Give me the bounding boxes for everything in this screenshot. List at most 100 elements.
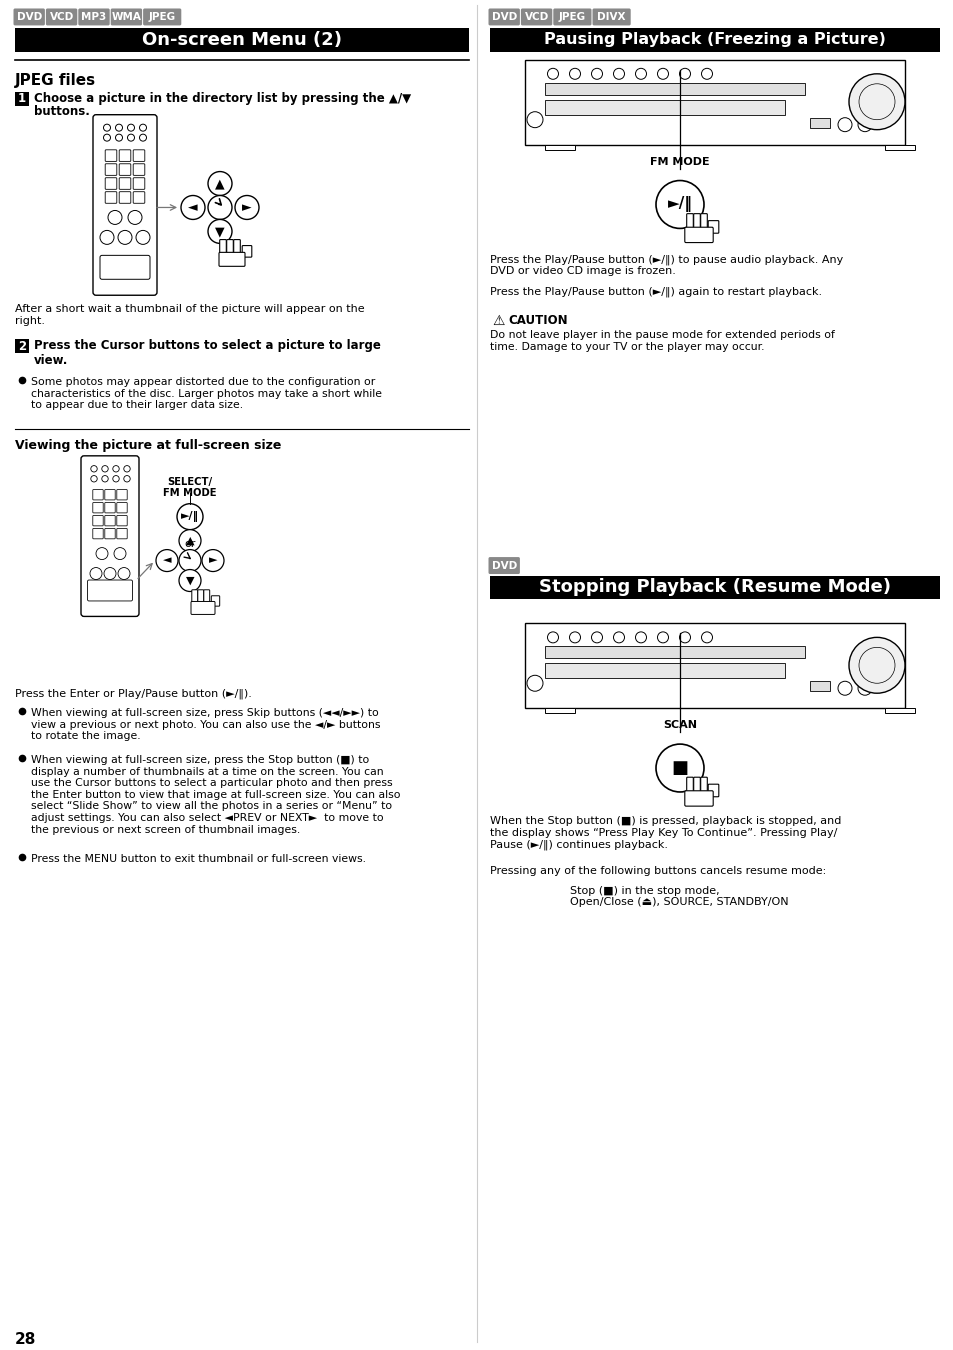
Text: ►/‖: ►/‖: [667, 197, 692, 212]
Text: SELECT/
FM MODE: SELECT/ FM MODE: [163, 477, 216, 498]
FancyBboxPatch shape: [686, 778, 693, 792]
FancyBboxPatch shape: [488, 8, 519, 26]
FancyBboxPatch shape: [13, 8, 45, 26]
Text: On-screen Menu (2): On-screen Menu (2): [142, 31, 341, 49]
FancyBboxPatch shape: [700, 778, 706, 792]
Text: ◄: ◄: [163, 556, 172, 566]
Text: ◄: ◄: [188, 201, 197, 213]
FancyBboxPatch shape: [520, 8, 552, 26]
Circle shape: [656, 181, 703, 228]
Text: When viewing at full-screen size, press Skip buttons (◄◄/►►) to
view a previous : When viewing at full-screen size, press …: [30, 709, 380, 741]
Circle shape: [179, 570, 201, 591]
Circle shape: [181, 196, 205, 220]
Text: After a short wait a thumbnail of the picture will appear on the
right.: After a short wait a thumbnail of the pi…: [15, 304, 364, 325]
Text: SCAN: SCAN: [662, 720, 697, 730]
FancyBboxPatch shape: [693, 213, 700, 230]
FancyBboxPatch shape: [204, 590, 210, 603]
Text: ►: ►: [209, 556, 217, 566]
Text: Do not leave player in the pause mode for extended periods of
time. Damage to yo: Do not leave player in the pause mode fo…: [490, 331, 834, 352]
FancyBboxPatch shape: [686, 213, 693, 230]
Bar: [15, 92, 29, 105]
FancyBboxPatch shape: [219, 239, 226, 254]
Text: ■: ■: [671, 759, 688, 778]
FancyBboxPatch shape: [78, 8, 110, 26]
Text: ▼: ▼: [215, 225, 225, 238]
Circle shape: [208, 171, 232, 196]
FancyBboxPatch shape: [488, 558, 519, 574]
FancyBboxPatch shape: [700, 213, 706, 230]
Circle shape: [202, 549, 224, 571]
Text: DVD: DVD: [16, 12, 42, 22]
Text: FM MODE: FM MODE: [650, 157, 709, 166]
FancyBboxPatch shape: [211, 595, 219, 606]
Text: JPEG: JPEG: [558, 12, 585, 22]
FancyBboxPatch shape: [143, 8, 181, 26]
Bar: [490, 28, 939, 51]
FancyBboxPatch shape: [684, 791, 713, 806]
Bar: [809, 117, 829, 128]
Text: VCD: VCD: [524, 12, 548, 22]
Text: Pressing any of the following buttons cancels resume mode:: Pressing any of the following buttons ca…: [490, 865, 825, 876]
Text: JPEG: JPEG: [149, 12, 175, 22]
Bar: [544, 709, 575, 713]
Text: Press the Play/Pause button (►/‖) to pause audio playback. Any
DVD or video CD i: Press the Play/Pause button (►/‖) to pau…: [490, 254, 842, 277]
Text: 2: 2: [18, 340, 26, 352]
Circle shape: [179, 549, 201, 571]
Text: ▲: ▲: [215, 177, 225, 190]
Text: CAUTION: CAUTION: [507, 315, 567, 327]
Text: Press the Cursor buttons to select a picture to large
view.: Press the Cursor buttons to select a pic…: [34, 339, 380, 367]
Text: Choose a picture in the directory list by pressing the ▲/▼: Choose a picture in the directory list b…: [34, 92, 411, 105]
Bar: [544, 100, 784, 115]
Circle shape: [656, 744, 703, 792]
FancyBboxPatch shape: [191, 602, 214, 614]
Text: ►: ►: [242, 201, 252, 213]
Text: Press the Play/Pause button (►/‖) again to restart playback.: Press the Play/Pause button (►/‖) again …: [490, 286, 821, 297]
FancyBboxPatch shape: [111, 8, 142, 26]
Text: ⚠: ⚠: [492, 315, 504, 328]
FancyBboxPatch shape: [46, 8, 77, 26]
Text: ▲: ▲: [186, 536, 194, 545]
FancyBboxPatch shape: [242, 246, 252, 256]
Circle shape: [208, 220, 232, 243]
Bar: [544, 144, 575, 150]
Text: VCD: VCD: [50, 12, 73, 22]
FancyBboxPatch shape: [693, 778, 700, 792]
Circle shape: [156, 549, 178, 571]
FancyBboxPatch shape: [553, 8, 591, 26]
FancyBboxPatch shape: [233, 239, 240, 254]
Text: Viewing the picture at full-screen size: Viewing the picture at full-screen size: [15, 439, 281, 452]
Text: When viewing at full-screen size, press the Stop button (■) to
display a number : When viewing at full-screen size, press …: [30, 755, 400, 834]
Text: JPEG files: JPEG files: [15, 73, 96, 88]
Bar: [544, 647, 804, 659]
Bar: [809, 682, 829, 691]
Text: Press the Enter or Play/Pause button (►/‖).: Press the Enter or Play/Pause button (►/…: [15, 688, 252, 699]
FancyBboxPatch shape: [92, 115, 157, 296]
Bar: [884, 709, 914, 713]
Circle shape: [848, 637, 904, 693]
FancyBboxPatch shape: [81, 456, 139, 617]
Text: or: or: [184, 539, 195, 548]
Text: DVD: DVD: [491, 12, 517, 22]
Text: ►/‖: ►/‖: [181, 512, 199, 522]
Circle shape: [848, 74, 904, 130]
Bar: [524, 624, 904, 709]
Text: DIVX: DIVX: [597, 12, 625, 22]
Circle shape: [234, 196, 258, 220]
Circle shape: [208, 196, 232, 220]
FancyBboxPatch shape: [197, 590, 204, 603]
Bar: [15, 28, 469, 51]
Text: Stopping Playback (Resume Mode): Stopping Playback (Resume Mode): [538, 579, 890, 597]
Circle shape: [179, 529, 201, 552]
FancyBboxPatch shape: [592, 8, 630, 26]
Bar: [544, 82, 804, 94]
Text: 28: 28: [15, 1331, 36, 1346]
FancyBboxPatch shape: [192, 590, 197, 603]
Bar: [884, 144, 914, 150]
Circle shape: [177, 504, 203, 529]
FancyBboxPatch shape: [707, 784, 718, 796]
Bar: [490, 575, 939, 599]
Text: ▼: ▼: [186, 575, 194, 586]
Text: 1: 1: [18, 92, 26, 105]
FancyBboxPatch shape: [227, 239, 233, 254]
Text: DVD: DVD: [491, 560, 517, 571]
